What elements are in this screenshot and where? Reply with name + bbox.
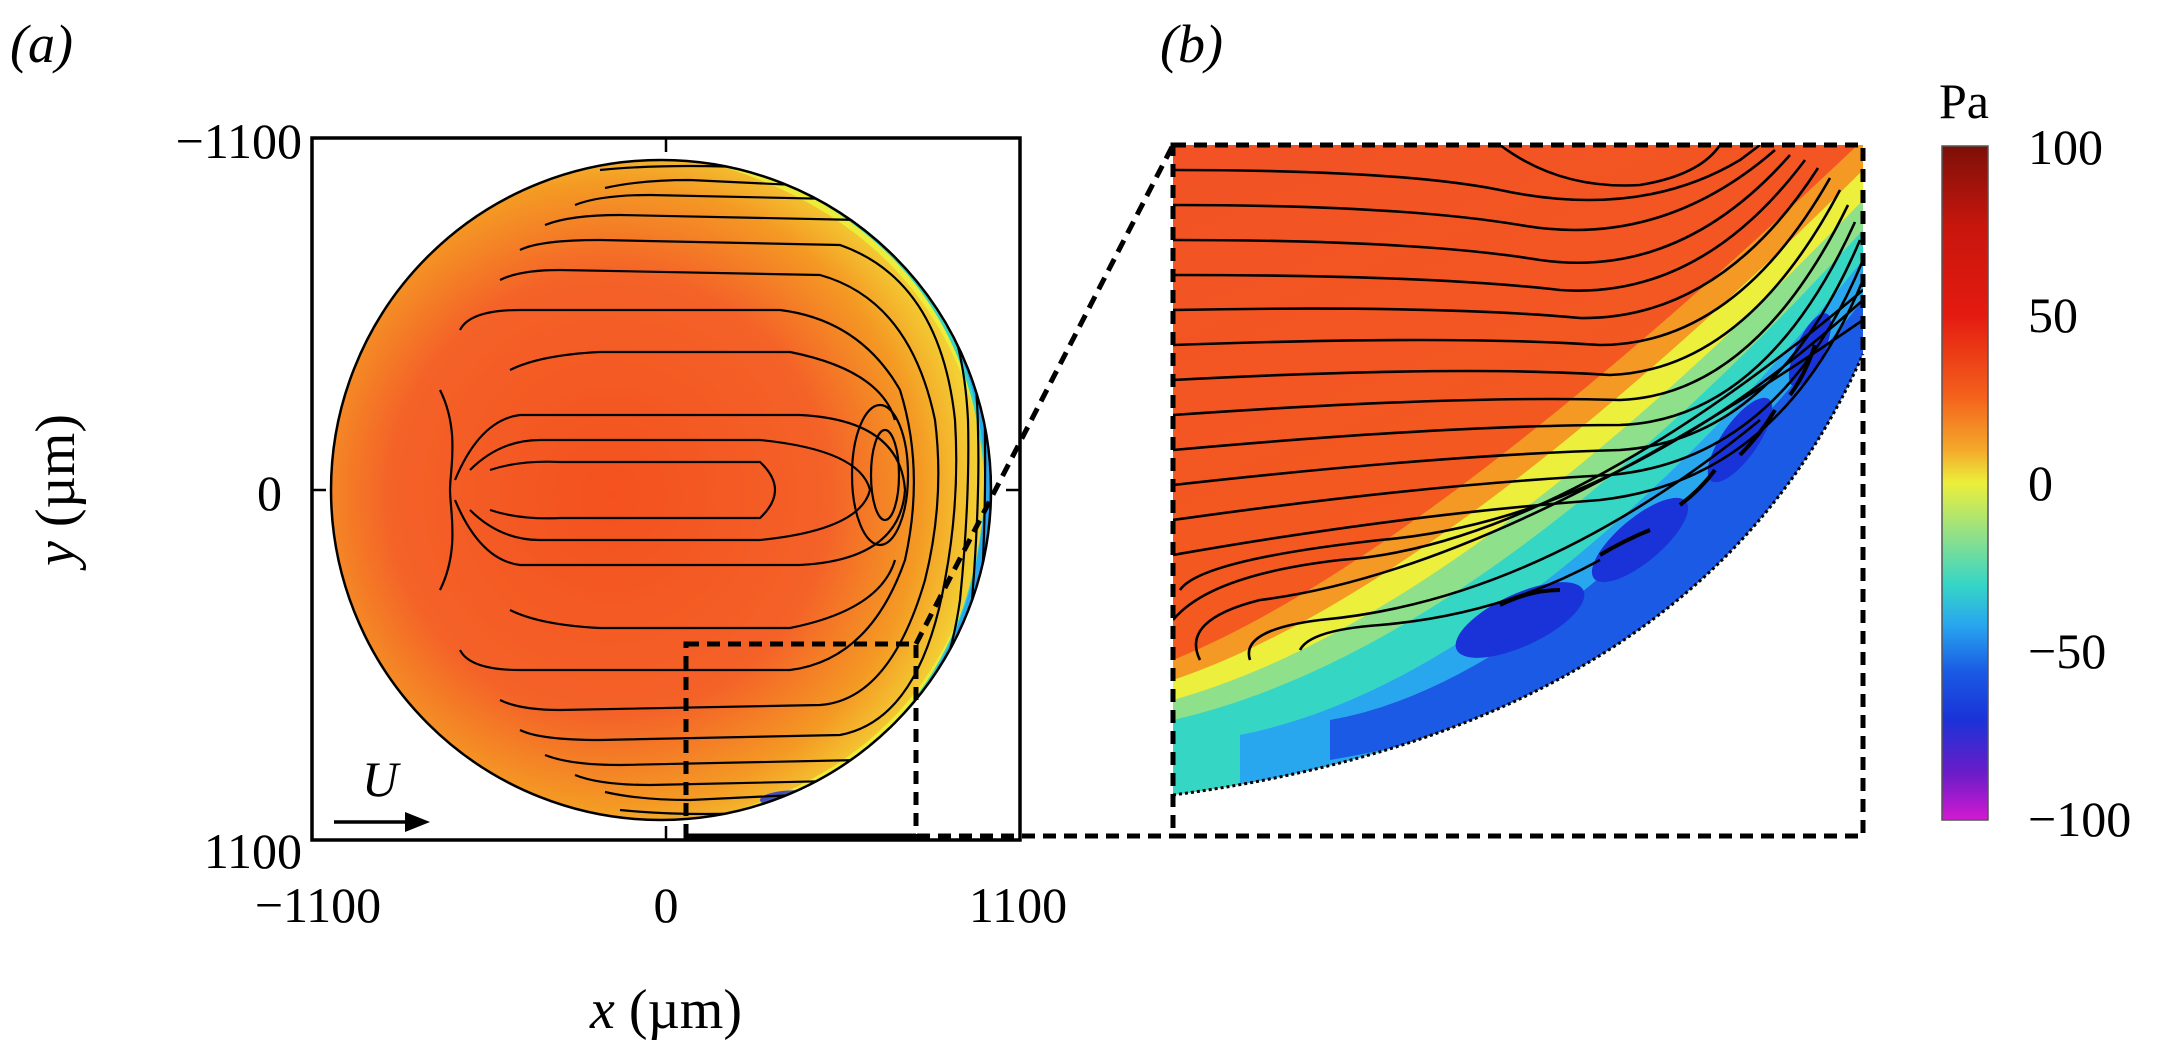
- panel-label-b: (b): [1160, 14, 1223, 74]
- panel-label-a: (a): [10, 14, 73, 74]
- zoom-connectors: [686, 143, 1176, 839]
- colorbar-tick-label: 100: [2028, 119, 2103, 175]
- streamline-dashes-b: [1499, 344, 1817, 607]
- colorbar-unit-label: Pa: [1939, 73, 1989, 129]
- panel-b: (b): [1160, 14, 1866, 839]
- zoom-frame-b: [1170, 142, 1866, 839]
- flow-label-u: U: [362, 751, 401, 807]
- tick-marks-a: [312, 138, 1020, 840]
- y-axis-label: y(µm): [25, 414, 87, 571]
- panel-a: (a): [10, 14, 1067, 1041]
- flow-arrow: [334, 812, 430, 832]
- colorbar: Pa 100 50 0 −50 −100: [1939, 73, 2131, 847]
- y-tick-label: 1100: [204, 823, 302, 879]
- droplet-interface: [329, 158, 993, 822]
- streamlines-b: [1173, 145, 1863, 661]
- colorbar-gradient: [1941, 145, 1989, 821]
- x-tick-label: 1100: [969, 877, 1067, 933]
- colorbar-tick-label: 0: [2028, 455, 2053, 511]
- colorbar-tick-label: −100: [2028, 791, 2131, 847]
- droplet-interface-zoom: [1172, 353, 1865, 797]
- x-tick-label: −1100: [255, 877, 381, 933]
- zoom-pressure-field: [1173, 145, 1863, 795]
- colorbar-tick-label: 50: [2028, 287, 2078, 343]
- y-tick-label: −1100: [176, 113, 302, 169]
- droplet-pressure-field: [331, 160, 991, 820]
- y-tick-label: 0: [257, 465, 282, 521]
- x-axis-label: x (µm): [589, 979, 742, 1041]
- x-tick-label: 0: [654, 877, 679, 933]
- colorbar-tick-label: −50: [2028, 623, 2106, 679]
